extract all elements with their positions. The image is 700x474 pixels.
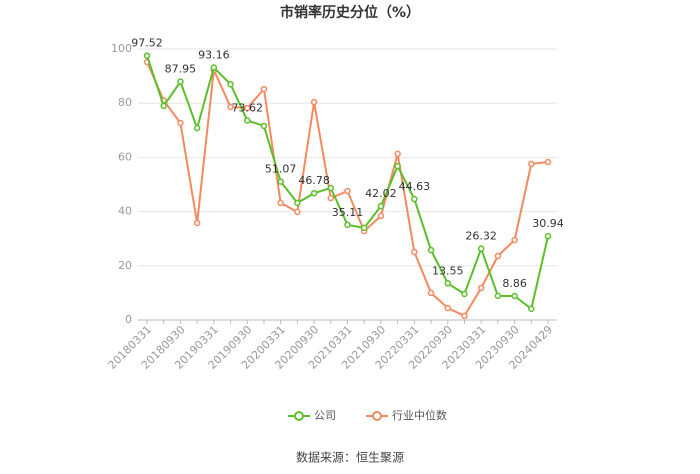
data-point xyxy=(377,212,385,220)
data-point xyxy=(477,284,485,292)
data-point xyxy=(461,312,468,320)
data-label: 93.16 xyxy=(198,49,230,62)
data-point xyxy=(294,208,301,216)
data-point xyxy=(310,189,318,197)
data-label: 26.32 xyxy=(465,230,497,243)
data-point xyxy=(528,160,535,168)
data-point xyxy=(511,292,518,300)
y-tick-label: 40 xyxy=(118,205,132,218)
data-point xyxy=(310,98,318,106)
data-point xyxy=(377,202,385,210)
data-point xyxy=(143,52,151,59)
data-point xyxy=(277,178,284,185)
data-label: 46.78 xyxy=(298,174,330,187)
data-label: 44.63 xyxy=(399,180,431,193)
legend-marker xyxy=(372,411,382,421)
data-point xyxy=(427,289,435,297)
data-label: 13.55 xyxy=(432,264,464,277)
data-point xyxy=(160,102,167,110)
data-point xyxy=(461,290,468,298)
data-point xyxy=(411,248,418,256)
data-point xyxy=(294,199,301,207)
data-point xyxy=(227,103,234,111)
data-point xyxy=(327,194,335,202)
data-point xyxy=(210,64,218,71)
data-point xyxy=(511,236,518,244)
y-tick-label: 20 xyxy=(118,259,132,272)
data-point xyxy=(360,224,368,232)
data-point xyxy=(344,187,351,195)
source: 数据来源：恒生聚源 xyxy=(296,450,404,465)
data-point xyxy=(394,150,401,158)
data-point xyxy=(528,305,535,313)
data-label: 35.11 xyxy=(332,206,364,219)
y-tick-label: 80 xyxy=(118,96,132,109)
legend-item: 公司 xyxy=(288,409,336,422)
data-label: 73.62 xyxy=(232,101,264,114)
data-point xyxy=(544,158,552,166)
data-point xyxy=(327,184,335,192)
y-tick-label: 100 xyxy=(111,42,132,55)
data-label: 97.52 xyxy=(131,37,163,50)
data-point xyxy=(193,219,201,227)
data-point xyxy=(494,292,502,300)
data-point xyxy=(244,104,251,112)
data-label: 87.95 xyxy=(165,63,197,76)
y-tick-label: 60 xyxy=(118,150,132,163)
data-point xyxy=(277,199,284,207)
data-point xyxy=(244,117,251,124)
data-point xyxy=(444,280,451,287)
data-label: 42.02 xyxy=(365,187,397,200)
series-line xyxy=(146,55,549,311)
chart-title: 市销率历史分位（%） xyxy=(280,4,420,21)
data-point xyxy=(227,80,234,88)
data-point xyxy=(544,232,552,240)
data-point xyxy=(260,85,268,93)
data-point xyxy=(344,221,351,229)
data-label: 8.86 xyxy=(502,277,527,290)
data-point xyxy=(444,304,451,312)
data-point xyxy=(494,252,502,260)
y-tick-label: 0 xyxy=(125,313,132,326)
data-label: 51.07 xyxy=(265,163,297,176)
data-point xyxy=(177,119,184,127)
data-point xyxy=(477,245,485,252)
data-point xyxy=(193,124,201,132)
legend-label: 公司 xyxy=(314,409,336,422)
legend-label: 行业中位数 xyxy=(392,408,447,422)
data-point xyxy=(177,78,184,85)
legend-item: 行业中位数 xyxy=(366,408,447,422)
data-point xyxy=(427,246,435,254)
data-point xyxy=(260,122,268,130)
data-label: 30.94 xyxy=(532,217,564,230)
legend-marker xyxy=(294,411,304,421)
data-point xyxy=(411,195,418,203)
data-point xyxy=(394,162,401,170)
